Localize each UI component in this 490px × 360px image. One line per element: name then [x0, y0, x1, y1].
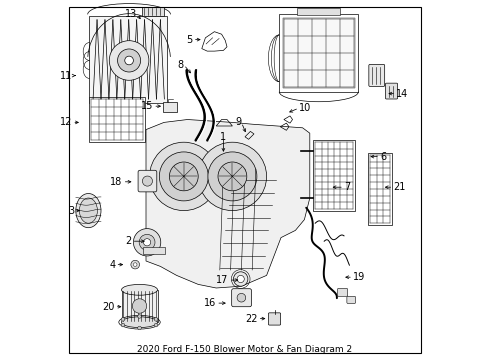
Text: 20: 20 [102, 302, 115, 312]
Circle shape [139, 234, 155, 250]
Circle shape [237, 275, 245, 283]
Circle shape [118, 49, 141, 72]
Text: 9: 9 [235, 117, 242, 127]
Bar [297, 8, 341, 15]
Circle shape [154, 318, 158, 321]
Polygon shape [146, 120, 310, 288]
FancyBboxPatch shape [269, 313, 281, 325]
Text: 14: 14 [396, 89, 409, 99]
Text: 8: 8 [178, 60, 184, 70]
FancyBboxPatch shape [386, 83, 398, 99]
Text: 10: 10 [299, 103, 311, 113]
Text: 12: 12 [60, 117, 72, 127]
Text: 17: 17 [217, 275, 229, 285]
Bar [90, 16, 167, 103]
FancyBboxPatch shape [138, 170, 157, 192]
Circle shape [131, 260, 140, 269]
Bar [163, 102, 177, 112]
Bar [283, 18, 355, 88]
Bar [144, 247, 165, 254]
Bar [368, 153, 392, 225]
Circle shape [133, 229, 161, 256]
Circle shape [198, 142, 267, 211]
Text: 16: 16 [204, 298, 216, 308]
Circle shape [143, 176, 152, 186]
Circle shape [208, 152, 257, 201]
Text: 6: 6 [380, 152, 386, 162]
Text: 15: 15 [141, 101, 153, 111]
FancyBboxPatch shape [347, 296, 356, 303]
Circle shape [121, 323, 125, 327]
Circle shape [144, 239, 151, 246]
Text: 21: 21 [393, 182, 406, 192]
Text: 18: 18 [110, 177, 122, 187]
Circle shape [233, 272, 248, 286]
Text: 3: 3 [68, 206, 74, 216]
Ellipse shape [122, 284, 157, 295]
Circle shape [132, 299, 147, 313]
Text: 2020 Ford F-150 Blower Motor & Fan Diagram 2: 2020 Ford F-150 Blower Motor & Fan Diagr… [137, 345, 353, 354]
FancyBboxPatch shape [369, 64, 385, 86]
Bar [314, 140, 355, 211]
Circle shape [159, 152, 208, 201]
Circle shape [125, 56, 133, 65]
Text: 11: 11 [60, 71, 72, 81]
FancyBboxPatch shape [232, 289, 251, 307]
Bar [90, 97, 145, 142]
Text: 2: 2 [125, 236, 132, 246]
Circle shape [133, 263, 137, 266]
Text: 1: 1 [220, 132, 226, 142]
Text: 5: 5 [187, 35, 193, 45]
Circle shape [138, 326, 141, 330]
Circle shape [170, 162, 198, 191]
Circle shape [218, 162, 247, 191]
Bar [279, 14, 358, 92]
Circle shape [237, 293, 245, 302]
Ellipse shape [79, 198, 98, 223]
Ellipse shape [122, 317, 157, 328]
Text: 13: 13 [125, 9, 137, 19]
Text: 7: 7 [344, 182, 350, 192]
Bar [143, 7, 164, 16]
FancyBboxPatch shape [338, 288, 347, 296]
Circle shape [109, 41, 149, 80]
Circle shape [149, 142, 218, 211]
Text: 4: 4 [109, 260, 116, 270]
Ellipse shape [76, 194, 101, 228]
Circle shape [121, 318, 125, 321]
Text: 22: 22 [245, 314, 258, 324]
Circle shape [138, 315, 141, 318]
Text: 19: 19 [353, 272, 365, 282]
Bar [122, 290, 157, 322]
Circle shape [154, 323, 158, 327]
